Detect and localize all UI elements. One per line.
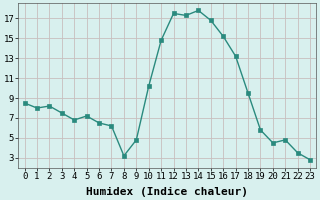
X-axis label: Humidex (Indice chaleur): Humidex (Indice chaleur) (86, 186, 248, 197)
